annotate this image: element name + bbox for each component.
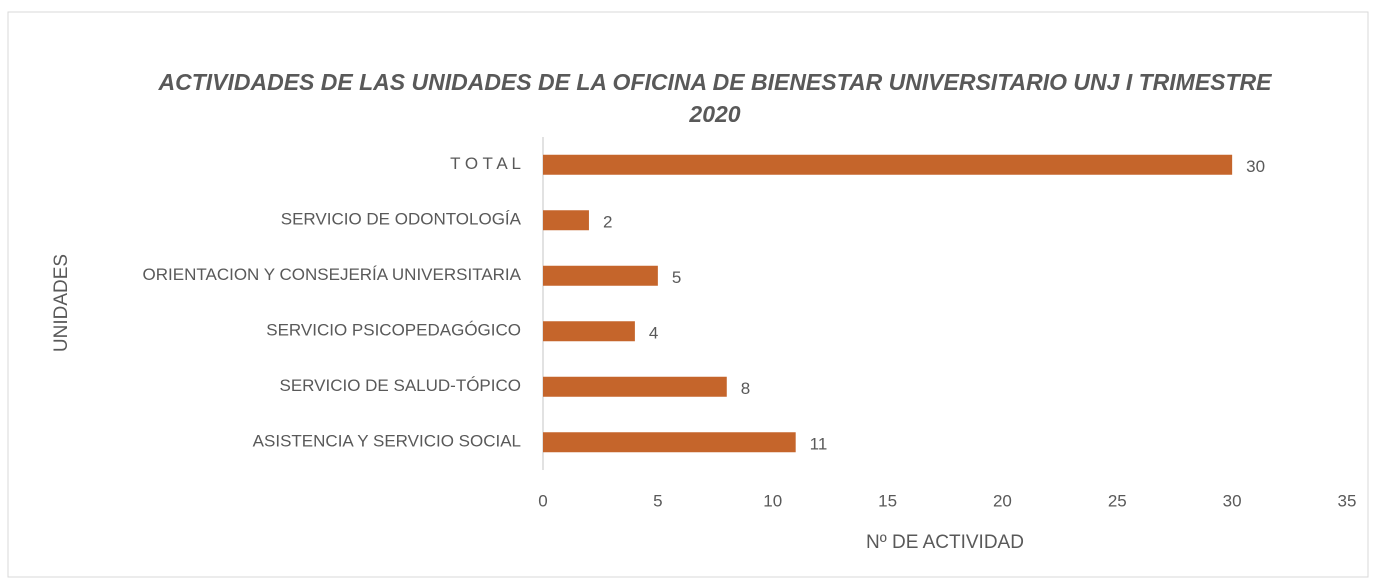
x-tick-label: 20 <box>993 491 1012 510</box>
data-label: 4 <box>649 324 658 343</box>
y-tick-label: SERVICIO PSICOPEDAGÓGICO <box>266 321 521 340</box>
bar <box>543 321 635 342</box>
y-tick-label: ORIENTACION Y CONSEJERÍA UNIVERSITARIA <box>143 265 522 284</box>
data-label: 8 <box>741 379 750 398</box>
y-tick-label: ASISTENCIA Y SERVICIO SOCIAL <box>253 432 521 451</box>
bar <box>543 265 658 286</box>
data-label: 30 <box>1246 157 1265 176</box>
bar <box>543 376 727 397</box>
data-label: 11 <box>810 435 828 454</box>
chart-border <box>7 11 1369 578</box>
chart-title: ACTIVIDADES DE LAS UNIDADES DE LA OFICIN… <box>158 69 1272 127</box>
x-tick-label: 35 <box>1338 491 1357 510</box>
x-tick-label: 30 <box>1223 491 1242 510</box>
bar <box>543 154 1233 175</box>
x-tick-label: 25 <box>1108 491 1127 510</box>
bar <box>543 432 796 453</box>
x-axis-title: Nº DE ACTIVIDAD <box>866 532 1024 553</box>
x-tick-label: 5 <box>653 491 662 510</box>
data-label: 5 <box>672 268 681 287</box>
x-tick-label: 15 <box>878 491 897 510</box>
x-tick-label: 10 <box>763 491 782 510</box>
y-axis-title: UNIDADES <box>51 254 72 352</box>
data-label: 2 <box>603 213 612 232</box>
x-tick-label: 0 <box>538 491 547 510</box>
y-tick-label: T O T A L <box>450 154 521 173</box>
bar <box>543 210 589 231</box>
y-tick-label: SERVICIO DE SALUD-TÓPICO <box>279 376 521 395</box>
y-tick-label: SERVICIO DE ODONTOLOGÍA <box>281 210 522 229</box>
